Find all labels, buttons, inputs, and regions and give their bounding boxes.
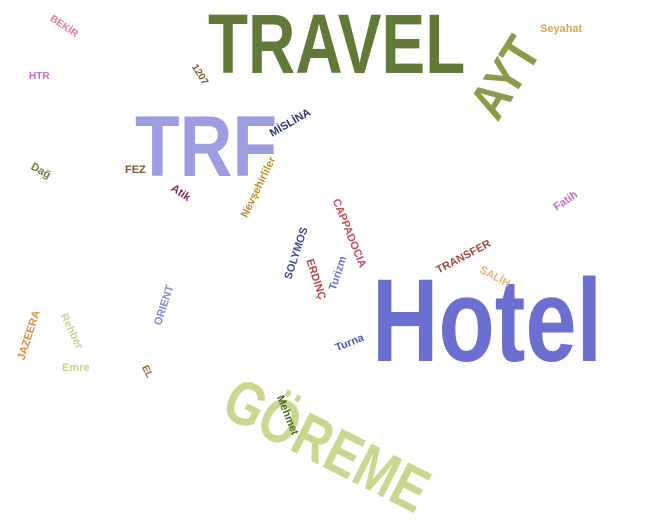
word-hotel: Hotel [372,255,603,387]
word-1207: 1207 [188,62,211,88]
word-travel: TRAVEL [208,0,466,91]
word-ayt: AYT [458,26,553,130]
word-bekir: BEKİR [47,13,80,40]
word-fatih: Fatih [551,188,581,214]
word-emre: Emre [62,362,90,374]
word-fez: FEZ [125,164,146,176]
word-turna: Turna [333,331,366,355]
word-jazeera: JAZEERA [15,309,43,362]
word-cloud: Hotel TRAVEL GÖREME TRF AYT CAPPADOCIA T… [15,0,603,526]
word-htr: HTR [29,71,50,82]
word-dag: Dağ [28,160,53,182]
word-el: EL [139,363,155,380]
word-erdinc: ERDINÇ [303,257,328,302]
word-turizm: Turizm [326,254,350,292]
word-trf: TRF [135,99,278,195]
word-goreme: GÖREME [212,364,441,526]
word-rehber: Rehber [57,311,86,351]
word-seyahat: Seyahat [540,23,583,35]
word-orient: ORIENT [152,283,177,327]
